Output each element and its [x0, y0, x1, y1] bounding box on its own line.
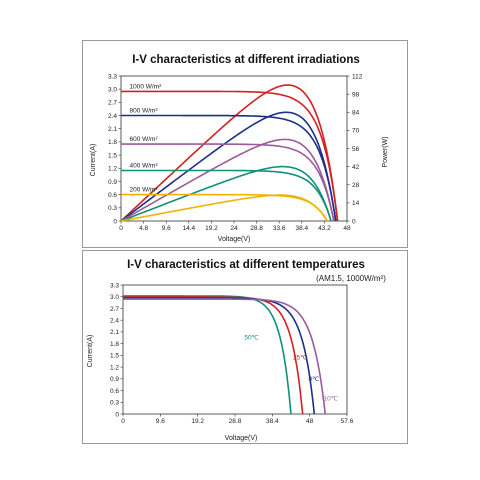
x-tick-label: 4.8	[139, 225, 148, 232]
y-tick-label: 2.7	[108, 100, 117, 107]
y-tick-label: 0	[113, 218, 117, 225]
x-tick-label: 9.6	[156, 418, 165, 425]
x-tick-label: 48	[343, 225, 351, 232]
y2-axis-label: Power(W)	[382, 136, 389, 167]
y-tick-label: 1.8	[108, 139, 117, 146]
series-label: 0℃	[309, 376, 321, 383]
iv-curve	[123, 298, 326, 415]
iv-curve	[121, 90, 339, 222]
y-tick-label: 3.3	[108, 73, 117, 80]
x-tick-label: 0	[121, 418, 125, 425]
y-tick-label: 2.1	[110, 329, 119, 336]
chart-subtitle: (AM1.5, 1000W/m²)	[316, 274, 386, 283]
y-tick-label: 2.7	[110, 306, 119, 313]
x-tick-label: 24	[230, 225, 238, 232]
iv-curve	[121, 193, 328, 222]
y-tick-label: 0	[115, 411, 119, 418]
y-tick-label: 1.2	[108, 166, 117, 173]
x-tick-label: 38.4	[266, 418, 279, 425]
chart-title: I-V characteristics at different tempera…	[127, 259, 365, 271]
x-tick-label: 33.6	[273, 225, 286, 232]
temperature-chart-panel: I-V characteristics at different tempera…	[82, 250, 408, 444]
x-tick-label: 57.6	[341, 418, 354, 425]
y-tick-label: 1.2	[110, 364, 119, 371]
irradiation-chart: I-V characteristics at different irradia…	[90, 54, 389, 243]
y-axis-label: Current(A)	[90, 144, 97, 177]
x-axis-label: Voltage(V)	[225, 435, 258, 442]
x-tick-label: 14.4	[182, 225, 195, 232]
y-tick-label: 0.3	[110, 400, 119, 407]
y2-tick-label: 112	[352, 73, 363, 80]
y2-tick-label: 14	[352, 200, 360, 207]
power-curve	[120, 84, 339, 222]
irradiation-chart-panel: I-V characteristics at different irradia…	[82, 40, 408, 248]
y-tick-label: 0.6	[108, 192, 117, 199]
series-label: 50℃	[244, 335, 259, 342]
series-label: 1000 W/m²	[129, 83, 162, 90]
iv-curve	[121, 169, 332, 222]
power-curve	[120, 194, 328, 222]
y2-tick-label: 42	[352, 164, 360, 171]
chart-title: I-V characteristics at different irradia…	[132, 54, 360, 66]
x-tick-label: 43.2	[318, 225, 331, 232]
x-axis-label: Voltage(V)	[218, 236, 251, 243]
x-tick-label: 28.8	[229, 418, 242, 425]
y2-tick-label: 70	[352, 128, 360, 135]
y-tick-label: 3.3	[110, 282, 119, 289]
series-label: 800 W/m²	[129, 108, 158, 115]
y-tick-label: 0.9	[108, 179, 117, 186]
iv-curve	[121, 143, 335, 222]
y-tick-label: 0.6	[110, 388, 119, 395]
y-tick-label: 0.3	[108, 205, 117, 212]
temperature-chart: I-V characteristics at different tempera…	[87, 259, 386, 442]
series-label: 25℃	[293, 354, 308, 361]
y-tick-label: 2.4	[110, 317, 119, 324]
y-tick-label: 1.5	[110, 353, 119, 360]
x-tick-label: 48	[306, 418, 314, 425]
y-tick-label: 3.0	[110, 294, 119, 301]
y2-tick-label: 0	[352, 218, 356, 225]
y2-tick-label: 28	[352, 182, 360, 189]
series-label: 200 W/m²	[129, 187, 158, 194]
iv-curve	[123, 295, 292, 415]
x-tick-label: 19.2	[205, 225, 218, 232]
plot-frame	[122, 284, 348, 415]
x-tick-label: 38.4	[295, 225, 308, 232]
x-tick-label: 19.2	[191, 418, 204, 425]
x-tick-label: 9.6	[162, 225, 171, 232]
iv-curve	[123, 296, 304, 415]
y-tick-label: 1.5	[108, 152, 117, 159]
y-tick-label: 2.4	[108, 113, 117, 120]
y-axis-label: Current(A)	[87, 335, 94, 368]
plot-frame	[120, 75, 348, 222]
series-label: -10℃	[321, 395, 338, 402]
series-label: 400 W/m²	[129, 162, 158, 169]
power-curve	[120, 165, 332, 222]
y2-tick-label: 98	[352, 91, 360, 98]
y2-tick-label: 84	[352, 110, 360, 117]
y-tick-label: 3.0	[108, 86, 117, 93]
y2-tick-label: 56	[352, 146, 360, 153]
iv-curve	[121, 114, 337, 222]
series-label: 600 W/m²	[129, 136, 158, 143]
y-tick-label: 1.8	[110, 341, 119, 348]
x-tick-label: 28.8	[250, 225, 263, 232]
iv-curve	[123, 297, 316, 415]
y-tick-label: 0.9	[110, 376, 119, 383]
y-tick-label: 2.1	[108, 126, 117, 133]
power-curve	[120, 138, 335, 222]
x-tick-label: 0	[119, 225, 123, 232]
